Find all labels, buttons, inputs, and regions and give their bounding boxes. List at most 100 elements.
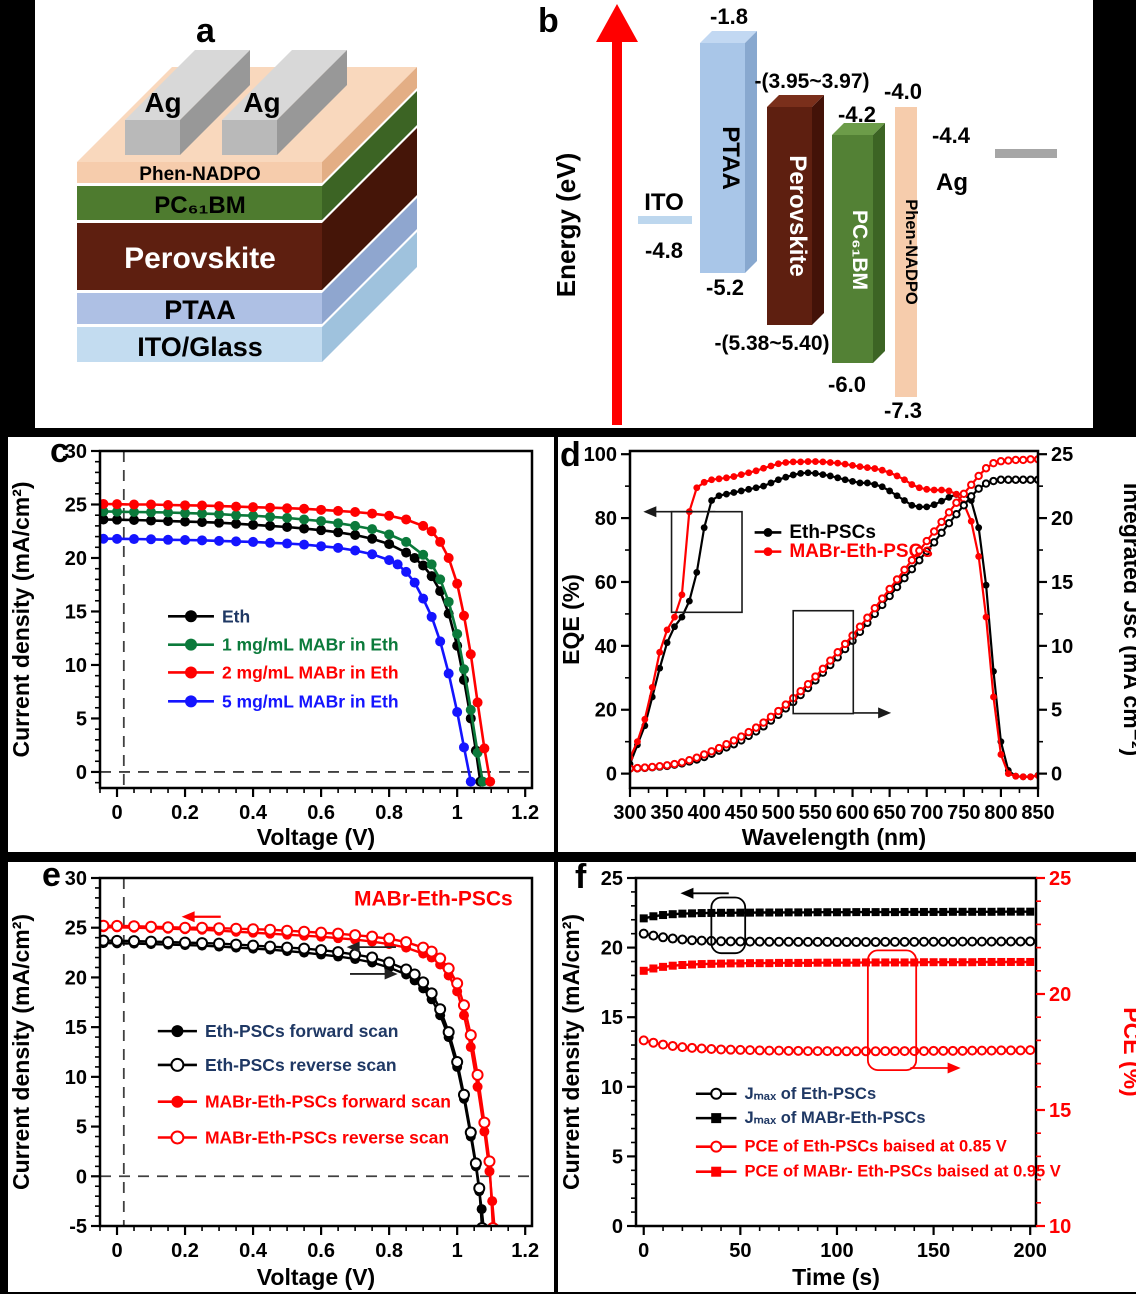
series-line-mabr-eth-pscs-forward-scan: [103, 926, 496, 1226]
ag1-top: [125, 50, 250, 120]
panel-letter-b: b: [538, 2, 559, 40]
chart-eqe-integrated-jsc: 300 350 400 450 500 550 600 650 700 750 800 8500204…: [558, 444, 1136, 850]
svg-text:5: 5: [76, 1117, 87, 1139]
svg-text:40: 40: [595, 636, 617, 658]
svg-text:850: 850: [1021, 802, 1054, 824]
ag-electrode-1: [125, 50, 250, 155]
phen-top-value: -4.0: [884, 79, 922, 104]
svg-text:0: 0: [76, 1166, 87, 1188]
annotation-rect: [710, 896, 747, 955]
svg-text:15: 15: [65, 1017, 87, 1039]
panel-letter-e: e: [42, 856, 61, 894]
ito-glass-label: ITO/Glass: [137, 332, 263, 362]
svg-text:1.2: 1.2: [511, 802, 539, 824]
perovskite-bar: [767, 107, 812, 325]
phen-nadpo-side: [322, 67, 417, 183]
ito-level-line: [638, 216, 692, 224]
ptaa-top-value: -1.8: [710, 4, 748, 29]
series-markers-j-of-eth-pscs: [638, 928, 1036, 948]
svg-text:5 mg/mL MABr in Eth: 5 mg/mL MABr in Eth: [222, 691, 399, 711]
series-markers-5-mg-ml-mabr-in-eth: [100, 533, 476, 787]
ito-label: ITO: [644, 189, 684, 216]
perovskite-bar-top: [767, 95, 824, 107]
pcbm-bar: [832, 135, 873, 363]
svg-text:0.4: 0.4: [239, 1240, 268, 1262]
series-markers-j-of-mabr-eth-pscs: [639, 907, 1035, 923]
series-markers-1-mg-ml-mabr-in-eth: [100, 506, 488, 787]
series-markers-pce-of-mabr-eth-pscs-baised-at-0-95-v: [639, 957, 1035, 975]
svg-text:Jₘₐₓ of MABr-Eth-PSCs: Jₘₐₓ of MABr-Eth-PSCs: [744, 1109, 925, 1127]
svg-text:20: 20: [601, 938, 623, 960]
series-line-eth-pscs: [630, 471, 1038, 778]
y2-axis-title: Integrated Jsc (mA cm⁻²): [1119, 483, 1136, 756]
chart-stabilized-output: 0 50 100 150 200 0 5 10 15 20 25 10 15 20 25 PCE (%) Tim…: [558, 868, 1136, 1290]
phen-nadpo-layer: [77, 162, 322, 183]
svg-text:2 mg/mL MABr in Eth: 2 mg/mL MABr in Eth: [222, 662, 399, 682]
legend-item-eth-pscs-reverse-scan: Eth-PSCs reverse scan: [157, 1055, 397, 1075]
legend-item-2-mg-ml-mabr-in-eth: 2 mg/mL MABr in Eth: [168, 662, 399, 682]
svg-text:0.2: 0.2: [171, 802, 199, 824]
axes-ticks-labels: 0 0.2 0.4 0.6 0.8 1 1.2 -5 0 5 10 15 20 25 30 Voltage (…: [8, 868, 539, 1290]
ptaa-bar-side: [745, 31, 757, 273]
svg-text:25: 25: [1051, 444, 1073, 466]
pcbm-layer: [77, 186, 322, 220]
svg-text:0: 0: [111, 1240, 122, 1262]
svg-text:25: 25: [65, 494, 87, 516]
perovskite-bar-label: Perovskite: [784, 155, 811, 276]
svg-text:Eth-PSCs forward scan: Eth-PSCs forward scan: [205, 1021, 399, 1041]
legend-item-eth-pscs-forward-scan: Eth-PSCs forward scan: [157, 1021, 399, 1041]
svg-text:15: 15: [1051, 572, 1073, 594]
svg-text:5: 5: [76, 708, 87, 730]
svg-text:550: 550: [799, 802, 832, 824]
series-markers-mabr-eth-pscs-reverse-scan: [100, 919, 499, 1226]
ag-value: -4.4: [932, 123, 971, 148]
plot-frame: [98, 876, 534, 1228]
annotation-rect: [866, 949, 918, 1071]
ag1-front: [125, 120, 180, 155]
legend-item-1-mg-ml-mabr-in-eth: 1 mg/mL MABr in Eth: [168, 635, 399, 655]
svg-text:PCE of MABr- Eth-PSCs baised a: PCE of MABr- Eth-PSCs baised at 0.95 V: [744, 1163, 1060, 1181]
svg-text:50: 50: [729, 1240, 751, 1262]
pcbm-bottom-value: -6.0: [828, 372, 866, 397]
svg-text:5: 5: [1051, 700, 1062, 722]
legend-item-mabr-eth-pscs: MABr-Eth-PSCs: [754, 541, 933, 562]
svg-text:60: 60: [595, 572, 617, 594]
svg-text:100: 100: [820, 1240, 853, 1262]
svg-text:1: 1: [452, 802, 463, 824]
plot-frame: [628, 449, 1040, 790]
svg-text:15: 15: [65, 601, 87, 623]
perovskite-bottom-value: -(5.38~5.40): [715, 332, 830, 355]
axes-ticks-labels: 300 350 400 450 500 550 600 650 700 750 800 8500204…: [558, 444, 1136, 850]
svg-text:25: 25: [601, 868, 623, 890]
svg-text:15: 15: [601, 1007, 623, 1029]
legend-item-j-of-eth-pscs: Jₘₐₓ of Eth-PSCs: [695, 1085, 876, 1103]
svg-text:20: 20: [595, 700, 617, 722]
series-line-mabr-eth-pscs-reverse-scan: [103, 924, 494, 1226]
svg-text:700: 700: [910, 802, 943, 824]
x-axis-title: Wavelength (nm): [742, 824, 926, 850]
svg-text:100: 100: [584, 444, 617, 466]
axes-ticks-labels: 0 0.2 0.4 0.6 0.8 1 1.2 0 5 10 15 20 25 30 Voltage (V)…: [8, 441, 539, 850]
svg-text:350: 350: [650, 802, 683, 824]
chart-jv-hysteresis: MABr-Eth-PSCs 0 0.2 0.4 0.6 0.8 1 1.2 -5 0 5 10 15 20…: [8, 868, 539, 1290]
phen-bottom-value: -7.3: [884, 398, 922, 423]
series-markers-eth-pscs-forward-scan: [100, 938, 489, 1226]
series-markers-mabr-eth-pscs: [630, 458, 1038, 781]
annotation-text: MABr-Eth-PSCs: [354, 887, 513, 910]
legend-item-mabr-eth-pscs-reverse-scan: MABr-Eth-PSCs reverse scan: [157, 1128, 449, 1148]
ag-level-line: [995, 149, 1057, 158]
series-markers-integrated-jsc-mabr-eth-pscs: [630, 455, 1038, 773]
svg-text:MABr-Eth-PSCs: MABr-Eth-PSCs: [789, 541, 933, 562]
svg-text:Jₘₐₓ of Eth-PSCs: Jₘₐₓ of Eth-PSCs: [744, 1085, 876, 1103]
svg-text:Eth: Eth: [222, 606, 250, 626]
perovskite-bar-side: [812, 95, 824, 325]
svg-text:PCE of Eth-PSCs baised at 0.85: PCE of Eth-PSCs baised at 0.85 V: [744, 1138, 1006, 1156]
svg-text:25: 25: [1049, 868, 1071, 890]
series-markers-mabr-eth-pscs-forward-scan: [100, 922, 500, 1226]
ptaa-bottom-value: -5.2: [706, 275, 744, 300]
ag-electrode-2: [222, 50, 347, 155]
energy-level-diagram: Energy (eV) ITO -4.8 PTAA -1.8 -5.2 Pero…: [551, 4, 1057, 425]
panel-letter-c: c: [50, 432, 69, 470]
